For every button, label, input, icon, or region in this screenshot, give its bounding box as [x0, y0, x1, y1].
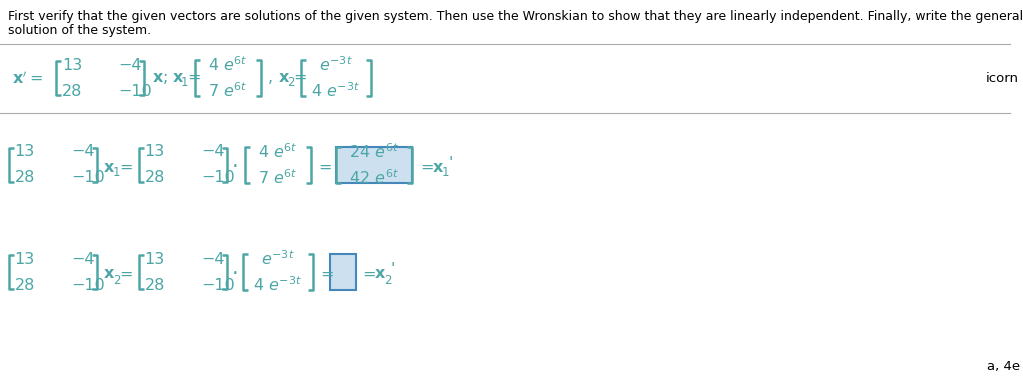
Text: ·: · — [232, 157, 238, 177]
Text: 13: 13 — [61, 58, 82, 72]
Text: =: = — [293, 69, 307, 84]
Text: ·: · — [232, 264, 238, 284]
Text: −10: −10 — [201, 170, 234, 185]
Text: a, 4e: a, 4e — [987, 360, 1020, 373]
Text: $e^{-3t}$: $e^{-3t}$ — [261, 250, 295, 268]
Text: 4 $e^{-3t}$: 4 $e^{-3t}$ — [311, 82, 360, 100]
Text: −4: −4 — [118, 58, 141, 72]
Text: $\mathbf{x}$: $\mathbf{x}$ — [103, 267, 115, 282]
Text: 13: 13 — [144, 144, 165, 159]
Text: ': ' — [390, 262, 395, 277]
Text: −10: −10 — [71, 277, 104, 293]
Text: 4 $e^{-3t}$: 4 $e^{-3t}$ — [254, 276, 303, 294]
Text: 13: 13 — [144, 251, 165, 267]
Text: $\mathbf{x}$: $\mathbf{x}$ — [374, 267, 386, 282]
Text: 13: 13 — [14, 144, 35, 159]
Text: $e^{-3t}$: $e^{-3t}$ — [319, 56, 353, 74]
Text: =: = — [362, 267, 375, 282]
Text: 1: 1 — [113, 167, 121, 179]
Bar — [336, 147, 412, 183]
Text: =: = — [119, 159, 133, 175]
Text: 2: 2 — [384, 273, 392, 287]
Text: 13: 13 — [14, 251, 35, 267]
Text: 2: 2 — [287, 77, 295, 89]
Text: $\mathbf{x}$: $\mathbf{x}$ — [278, 69, 291, 84]
Text: $\mathbf{x}' =$: $\mathbf{x}' =$ — [12, 69, 43, 87]
Text: 24 $e^{6t}$: 24 $e^{6t}$ — [349, 143, 399, 161]
Text: −4: −4 — [71, 144, 94, 159]
Text: −4: −4 — [201, 251, 224, 267]
Text: icorn: icorn — [986, 72, 1019, 84]
Text: 2: 2 — [113, 273, 121, 287]
Text: $\mathbf{x}$: $\mathbf{x}$ — [103, 159, 115, 175]
Text: =: = — [320, 267, 333, 282]
Text: solution of the system.: solution of the system. — [8, 24, 151, 37]
Text: 28: 28 — [61, 83, 82, 98]
Text: 1: 1 — [181, 77, 188, 89]
Text: $\mathbf{x}$: $\mathbf{x}$ — [172, 69, 184, 84]
Text: ,: , — [268, 70, 273, 86]
Text: 4 $e^{6t}$: 4 $e^{6t}$ — [208, 56, 248, 74]
Text: $\mathbf{x}$;: $\mathbf{x}$; — [152, 70, 168, 86]
Text: 28: 28 — [14, 277, 35, 293]
Text: 7 $e^{6t}$: 7 $e^{6t}$ — [208, 82, 248, 100]
Text: $\mathbf{x}$: $\mathbf{x}$ — [432, 159, 444, 175]
Text: 7 $e^{6t}$: 7 $e^{6t}$ — [258, 169, 298, 187]
Bar — [330, 254, 356, 290]
Text: 28: 28 — [144, 277, 165, 293]
Text: −4: −4 — [201, 144, 224, 159]
Text: =: = — [119, 267, 133, 282]
Text: 28: 28 — [144, 170, 165, 185]
Text: −10: −10 — [118, 83, 151, 98]
Text: =: = — [187, 69, 201, 84]
Text: =: = — [318, 159, 331, 175]
Text: 42 $e^{6t}$: 42 $e^{6t}$ — [349, 169, 399, 187]
Text: −10: −10 — [71, 170, 104, 185]
Text: 1: 1 — [442, 167, 449, 179]
Text: ': ' — [448, 155, 452, 170]
Text: 4 $e^{6t}$: 4 $e^{6t}$ — [258, 143, 298, 161]
Text: 28: 28 — [14, 170, 35, 185]
Text: First verify that the given vectors are solutions of the given system. Then use : First verify that the given vectors are … — [8, 10, 1023, 23]
Text: −10: −10 — [201, 277, 234, 293]
Text: −4: −4 — [71, 251, 94, 267]
Text: =: = — [420, 159, 434, 175]
